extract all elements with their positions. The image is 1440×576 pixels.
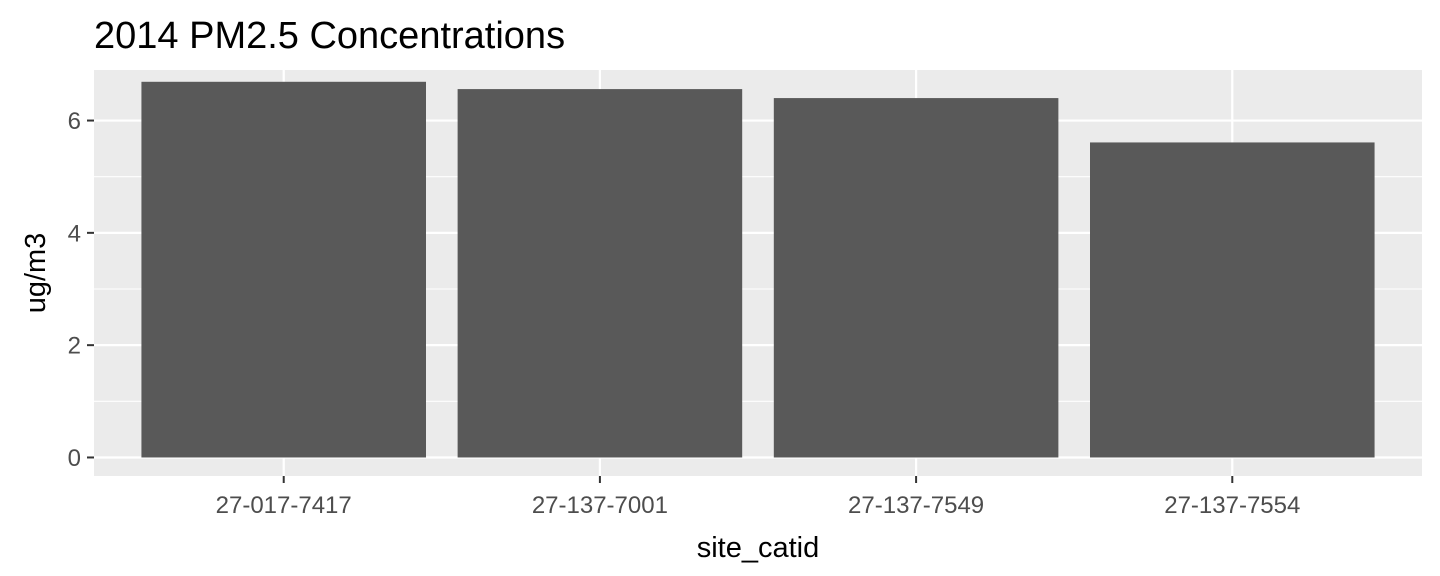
x-tick-label: 27-017-7417 — [216, 492, 352, 519]
chart-title: 2014 PM2.5 Concentrations — [94, 15, 565, 57]
y-axis-title: ug/m3 — [20, 233, 52, 314]
x-axis-title: site_catid — [697, 532, 820, 564]
y-tick-label: 4 — [68, 220, 81, 247]
axes: 0 2 4 6 27-017-7417 27-137-7001 27-137-7549 27-… — [68, 108, 1301, 519]
y-tick-label: 0 — [68, 445, 81, 472]
bar-27-137-7001 — [457, 89, 743, 458]
bars — [141, 81, 1375, 458]
x-tick-label: 27-137-7001 — [532, 492, 668, 519]
x-tick-label: 27-137-7549 — [848, 492, 984, 519]
bar-27-017-7417 — [141, 81, 426, 458]
y-tick-label: 2 — [68, 333, 81, 360]
bar-27-137-7554 — [1090, 142, 1375, 458]
x-tick-label: 27-137-7554 — [1164, 492, 1300, 519]
bar-27-137-7549 — [773, 98, 1059, 458]
y-tick-label: 6 — [68, 108, 81, 135]
